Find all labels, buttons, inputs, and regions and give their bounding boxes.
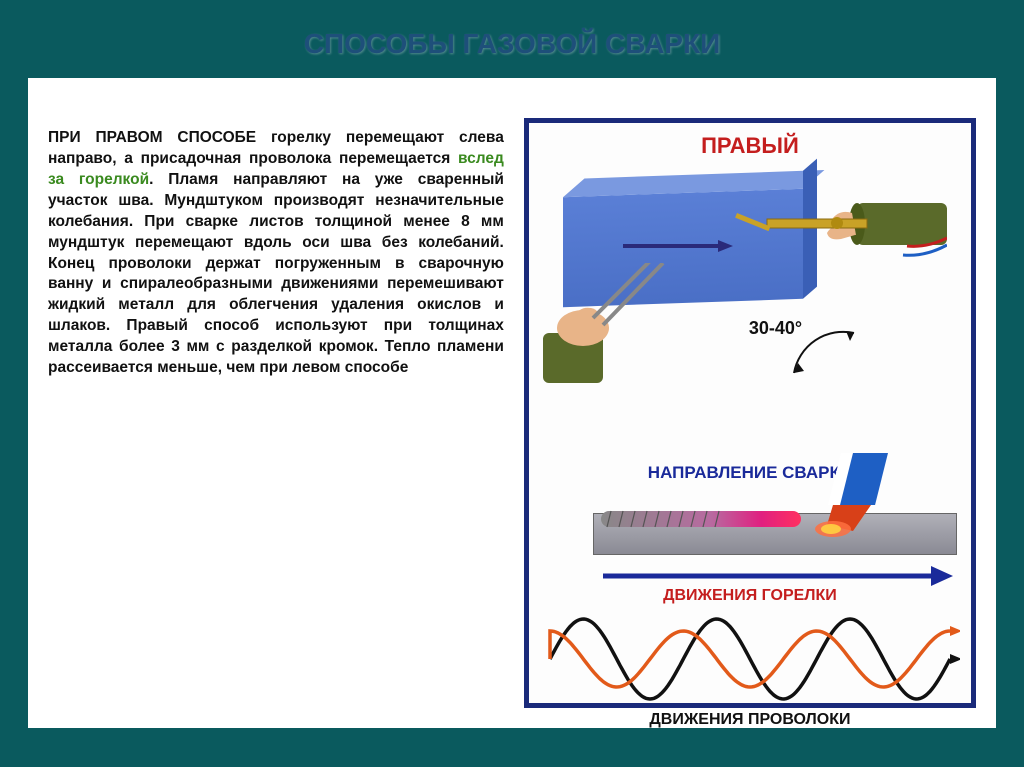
description-text: ПРИ ПРАВОМ СПОСОБЕ горелку перемещают сл… xyxy=(48,118,504,708)
nozzle-flame-icon xyxy=(793,453,923,543)
rod-hand-icon xyxy=(543,263,673,383)
diagram-title: ПРАВЫЙ xyxy=(533,133,967,159)
diagram-panel: ПРАВЫЙ xyxy=(524,118,976,708)
wave-scene: ДВИЖЕНИЯ ГОРЕЛКИ ДВИЖЕНИЯ ПРОВОЛОКИ xyxy=(533,587,967,767)
lead-text: ПРИ ПРАВОМ СПОСОБЕ xyxy=(48,129,256,146)
wire-motion-label: ДВИЖЕНИЯ ПРОВОЛОКИ xyxy=(533,711,967,729)
angle-arc-icon xyxy=(784,313,874,383)
direction-arrow-icon xyxy=(603,563,953,589)
mid-scene: НАПРАВЛЕНИЕ СВАРКИ xyxy=(533,463,967,583)
top-scene xyxy=(533,163,967,343)
text-part-2: . Пламя направляют на уже сваренный учас… xyxy=(48,171,504,376)
torch-hand-icon xyxy=(707,183,947,273)
weld-seam-icon xyxy=(601,507,801,531)
page-title: СПОСОБЫ ГАЗОВОЙ СВАРКИ xyxy=(0,0,1024,78)
content-panel: ПРИ ПРАВОМ СПОСОБЕ горелку перемещают сл… xyxy=(28,78,996,728)
torch-motion-label: ДВИЖЕНИЯ ГОРЕЛКИ xyxy=(533,587,967,605)
motion-waves-icon xyxy=(540,609,960,709)
